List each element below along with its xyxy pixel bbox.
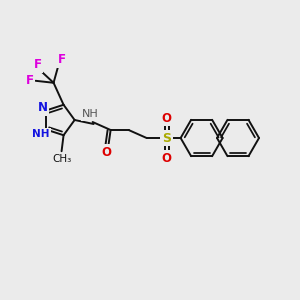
Text: CH₃: CH₃ [52, 154, 71, 164]
Text: F: F [26, 74, 34, 87]
Text: O: O [102, 146, 112, 158]
Text: NH: NH [82, 109, 99, 119]
Text: F: F [58, 53, 66, 66]
Text: N: N [38, 101, 48, 114]
Text: O: O [162, 112, 172, 124]
Text: O: O [162, 152, 172, 164]
Text: S: S [162, 131, 171, 145]
Text: F: F [34, 58, 42, 71]
Text: NH: NH [32, 129, 50, 140]
